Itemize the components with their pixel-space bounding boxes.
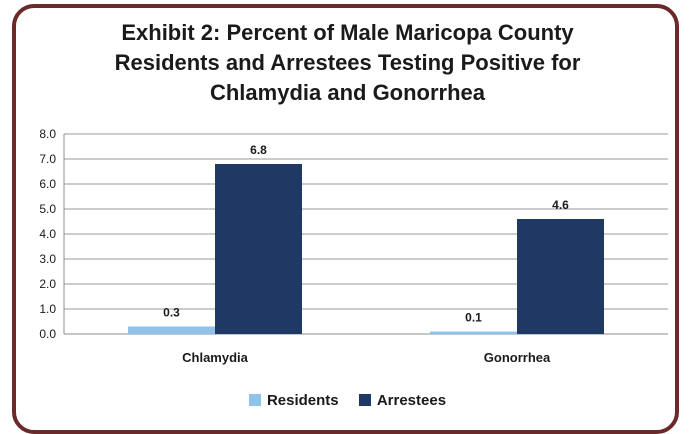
legend-swatch-arrestees xyxy=(358,394,371,406)
chart-legend: Residents Arrestees xyxy=(0,392,695,409)
bar-arrestees-gonorrhea xyxy=(517,219,604,334)
legend-label-arrestees: Arrestees xyxy=(376,392,447,409)
legend-label-residents: Residents xyxy=(266,392,339,409)
data-label: 4.6 xyxy=(552,198,569,212)
chart-title-line-3: Chlamydia and Gonorrhea xyxy=(209,80,486,105)
y-tick-label: 7.0 xyxy=(39,152,56,166)
y-tick-label: 8.0 xyxy=(39,127,56,141)
data-label: 0.3 xyxy=(163,306,180,320)
y-tick-label: 5.0 xyxy=(39,202,56,216)
x-tick-label: Chlamydia xyxy=(182,350,249,365)
legend-item-arrestees: Arrestees xyxy=(358,392,447,409)
y-tick-label: 1.0 xyxy=(39,302,56,316)
x-tick-label: Gonorrhea xyxy=(484,350,551,365)
bar-arrestees-chlamydia xyxy=(215,164,302,334)
y-tick-label: 3.0 xyxy=(39,252,56,266)
y-tick-label: 6.0 xyxy=(39,177,56,191)
data-label: 0.1 xyxy=(465,311,482,325)
data-label: 6.8 xyxy=(250,143,267,157)
chart-title-line-2: Residents and Arrestees Testing Positive… xyxy=(114,50,581,75)
bar-residents-chlamydia xyxy=(128,326,215,334)
legend-swatch-residents xyxy=(248,394,261,406)
bar-chart: 0.0 1.0 2.0 3.0 4.0 5.0 6.0 7.0 8.0 0.3 6.8 Chlamyd… xyxy=(39,127,668,365)
chart-title-line-1: Exhibit 2: Percent of Male Maricopa Coun… xyxy=(121,20,574,45)
bar-residents-gonorrhea xyxy=(430,331,517,334)
legend-item-residents: Residents xyxy=(248,392,339,409)
y-tick-label: 4.0 xyxy=(39,227,56,241)
chart-title: Exhibit 2: Percent of Male Maricopa Coun… xyxy=(0,18,695,108)
y-tick-label: 2.0 xyxy=(39,277,56,291)
y-tick-label: 0.0 xyxy=(39,327,56,341)
